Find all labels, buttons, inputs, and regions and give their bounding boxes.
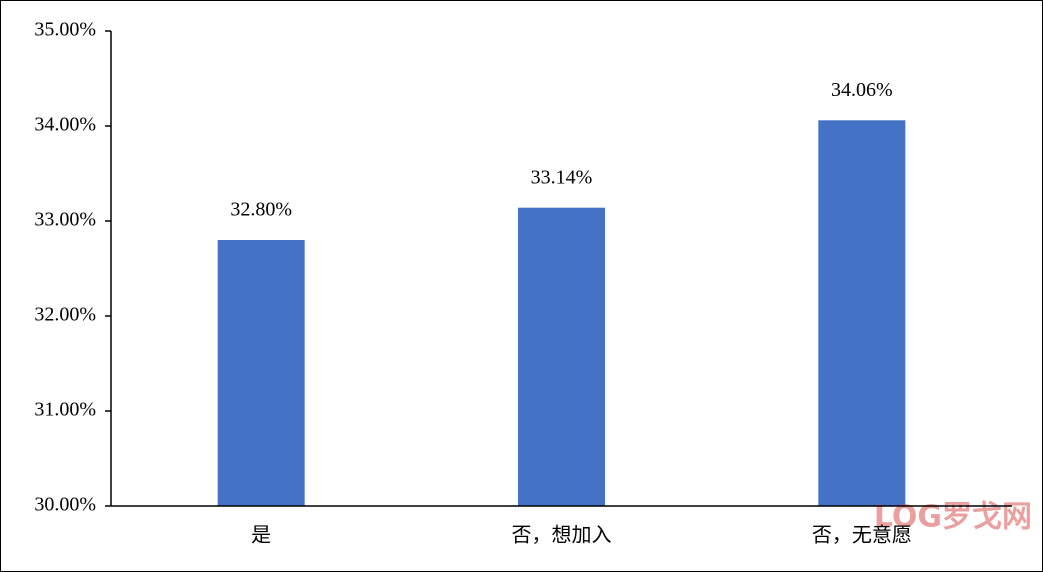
y-tick-label: 32.00% xyxy=(34,304,96,326)
x-tick-label: 否，想加入 xyxy=(512,524,612,547)
y-tick-label: 35.00% xyxy=(34,19,96,41)
x-tick-label: 是 xyxy=(251,525,271,547)
value-label: 34.06% xyxy=(831,79,893,101)
bar xyxy=(217,240,305,506)
y-tick-label: 30.00% xyxy=(34,494,96,516)
x-tick-label: 否，无意愿 xyxy=(812,524,912,547)
value-label: 33.14% xyxy=(531,166,593,188)
bar xyxy=(518,207,605,506)
y-tick-label: 33.00% xyxy=(34,209,96,231)
y-tick-label: 34.00% xyxy=(34,114,96,136)
value-label: 32.80% xyxy=(230,199,292,221)
y-tick-label: 31.00% xyxy=(34,399,96,421)
bar xyxy=(818,120,906,507)
